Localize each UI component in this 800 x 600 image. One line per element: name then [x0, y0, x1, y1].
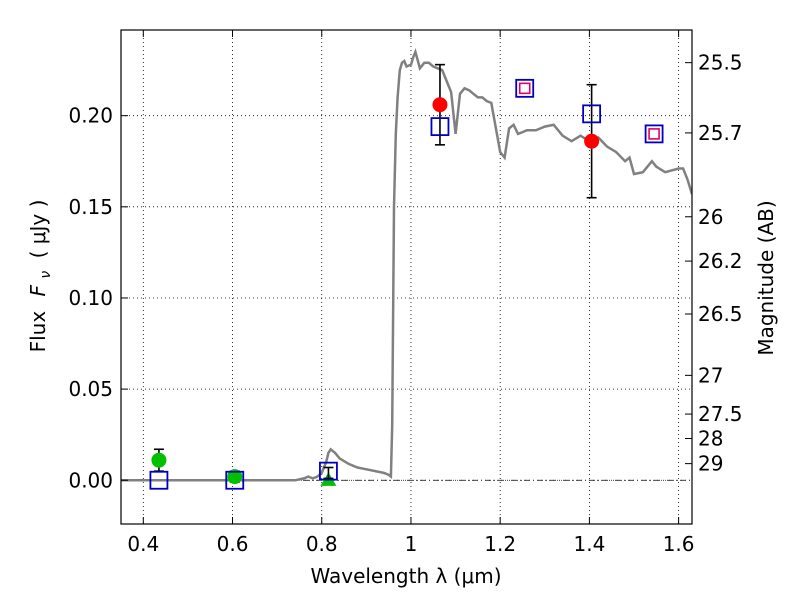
grid [121, 30, 692, 524]
y-axis-title: Flux F ν ( μJy ) [26, 200, 55, 353]
y-tick-label: 0.20 [68, 104, 113, 128]
y2-tick-label: 26 [698, 205, 723, 229]
data-point-open-square [430, 117, 450, 137]
y2-tick-label: 27 [698, 363, 723, 387]
y2-axis-title: Magnitude (AB) [754, 200, 778, 355]
data-point-open-square [644, 124, 664, 144]
data-point-open-square [515, 78, 535, 98]
y-tick-label: 0.00 [68, 468, 113, 492]
data-point-small-square [648, 128, 660, 140]
y-tick-label: 0.05 [68, 377, 113, 401]
data-point-circle [432, 97, 448, 113]
axis-ticks: 0.4 0.6 0.8 1 1.2 1.4 1.6 0.00 0.05 0.10 0.15 0.20 2… [68, 30, 743, 556]
y-axis-title-symbol: F [26, 284, 50, 296]
data-point-open-square [319, 461, 338, 481]
x-tick-label: 1.6 [663, 532, 695, 556]
y-axis-title-unit: ( μJy ) [26, 200, 50, 259]
plot-frame [120, 29, 693, 525]
x-tick-label: 1 [405, 532, 418, 556]
x-tick-label: 1.2 [484, 532, 516, 556]
data-point-open-square [582, 104, 602, 124]
x-axis-title: Wavelength λ (μm) [310, 564, 501, 588]
x-tick-label: 1.4 [573, 532, 605, 556]
x-tick-label: 0.6 [217, 532, 249, 556]
data-point-circle [151, 452, 167, 468]
data-points [149, 63, 664, 490]
y-axis-title-prefix: Flux [26, 311, 50, 353]
x-tick-label: 0.8 [306, 532, 338, 556]
x-tick-label: 0.4 [127, 532, 159, 556]
y-tick-label: 0.15 [68, 195, 113, 219]
data-point-open-square [149, 470, 169, 490]
y2-tick-label: 26.5 [698, 302, 743, 326]
model-spectrum-line [121, 48, 692, 482]
data-point-circle [227, 469, 243, 485]
y2-tick-label: 27.5 [698, 402, 743, 426]
data-point-open-square [225, 470, 245, 490]
y-axis-title-subscript: ν [38, 271, 54, 279]
plot-area [121, 48, 692, 490]
y2-tick-label: 26.2 [698, 249, 743, 273]
y2-tick-label: 25.5 [698, 51, 743, 75]
y2-tick-label: 28 [698, 426, 723, 450]
data-point-small-square [518, 82, 531, 95]
y2-tick-label: 25.7 [698, 121, 743, 145]
y2-tick-label: 29 [698, 452, 723, 476]
data-point-circle [584, 133, 600, 149]
y-tick-label: 0.10 [68, 286, 113, 310]
